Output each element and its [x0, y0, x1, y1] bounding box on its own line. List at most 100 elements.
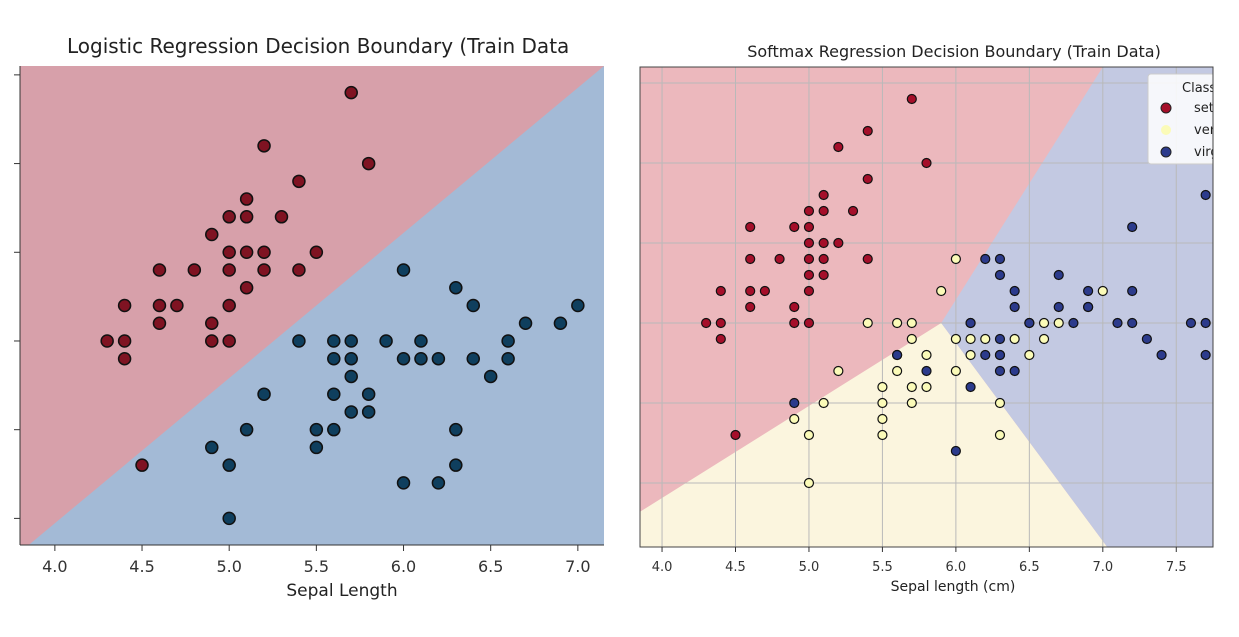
plot-frame [639, 66, 1214, 548]
data-point-virginica [1053, 301, 1064, 313]
data-point-setosa [862, 125, 873, 137]
data-point-class-0 [257, 139, 271, 153]
data-point-virginica [1009, 301, 1020, 313]
data-point-class-0 [361, 156, 376, 171]
data-point-class-1 [501, 334, 515, 348]
data-point-virginica [892, 349, 903, 361]
data-point-setosa [803, 269, 815, 281]
data-point-versicolor [1038, 317, 1050, 329]
data-point-virginica [965, 317, 976, 329]
region-virginica [941, 67, 1213, 547]
data-point-setosa [818, 269, 829, 281]
data-point-class-0 [239, 192, 254, 206]
data-point-setosa [818, 237, 829, 249]
data-point-setosa [745, 253, 756, 265]
x-tick-label: 5.5 [304, 557, 329, 576]
data-point-versicolor [921, 381, 932, 393]
data-point-class-0 [257, 263, 271, 277]
x-tick-label: 6.5 [478, 557, 503, 576]
data-point-virginica [994, 253, 1006, 265]
data-point-versicolor [965, 349, 976, 361]
data-point-class-0 [170, 298, 184, 313]
x-axis-label: Sepal Length [286, 581, 397, 601]
data-point-setosa [847, 205, 859, 217]
data-point-setosa [789, 317, 800, 329]
data-point-virginica [1200, 349, 1211, 361]
data-point-class-1 [327, 334, 341, 348]
data-point-versicolor [1053, 317, 1064, 329]
data-point-virginica [1127, 221, 1138, 233]
data-point-versicolor [1024, 349, 1035, 361]
chart-title: Softmax Regression Decision Boundary (Tr… [747, 42, 1161, 61]
data-point-class-0 [152, 298, 167, 313]
data-point-class-1 [431, 351, 446, 366]
data-point-setosa [715, 333, 726, 345]
data-point-setosa [715, 285, 726, 297]
data-point-setosa [803, 317, 815, 329]
data-point-versicolor [1038, 333, 1050, 345]
data-point-versicolor [936, 285, 947, 297]
data-point-versicolor [1097, 285, 1108, 297]
legend-label-setosa: setosa [1194, 101, 1237, 116]
data-point-virginica [994, 349, 1006, 361]
data-point-class-0 [135, 458, 149, 472]
data-point-setosa [803, 253, 815, 265]
data-point-class-1 [414, 351, 428, 366]
data-point-virginica [980, 349, 991, 361]
legend-label-versicolor: versicolor [1194, 123, 1239, 138]
data-point-virginica [1083, 301, 1094, 313]
data-point-setosa [906, 93, 917, 105]
data-point-class-0 [117, 351, 132, 366]
data-point-setosa [774, 253, 785, 265]
data-point-class-0 [344, 85, 358, 100]
x-tick-label: 4.5 [725, 560, 746, 575]
data-point-versicolor [833, 365, 844, 377]
data-point-class-1 [449, 281, 463, 295]
data-point-class-1 [344, 351, 358, 366]
data-point-setosa [862, 173, 873, 185]
data-point-virginica [1141, 333, 1152, 345]
data-point-versicolor [906, 381, 917, 393]
data-point-class-0 [292, 263, 306, 277]
data-point-versicolor [906, 333, 917, 345]
data-point-class-0 [222, 334, 236, 348]
data-point-class-1 [309, 422, 324, 437]
data-point-class-0 [222, 210, 236, 224]
data-point-class-1 [205, 440, 219, 455]
data-point-virginica [994, 333, 1006, 345]
data-point-setosa [730, 429, 741, 441]
data-point-class-0 [117, 334, 132, 348]
data-point-class-0 [152, 316, 167, 330]
data-point-virginica [994, 365, 1006, 377]
data-point-versicolor [994, 429, 1006, 441]
data-point-versicolor [906, 397, 917, 409]
data-point-class-1 [518, 316, 533, 330]
data-point-class-0 [152, 263, 167, 277]
data-point-virginica [1068, 317, 1079, 329]
data-point-virginica [921, 365, 932, 377]
legend-box [1147, 73, 1213, 165]
data-point-setosa [789, 221, 800, 233]
data-point-versicolor [980, 333, 991, 345]
data-point-class-1 [309, 440, 324, 455]
data-point-class-1 [553, 316, 568, 330]
data-point-setosa [759, 285, 770, 297]
data-point-virginica [1156, 349, 1167, 361]
data-point-class-1 [379, 334, 393, 348]
data-point-class-1 [327, 387, 341, 401]
data-point-setosa [818, 253, 829, 265]
data-point-versicolor [950, 253, 961, 265]
data-point-class-1 [344, 405, 358, 419]
data-point-setosa [803, 285, 815, 297]
data-point-class-0 [100, 334, 114, 348]
data-point-versicolor [892, 317, 903, 329]
data-point-versicolor [965, 333, 976, 345]
data-point-setosa [745, 285, 756, 297]
data-point-setosa [803, 205, 815, 217]
data-point-class-1 [344, 334, 358, 348]
legend-marker-versicolor [1161, 125, 1171, 135]
data-point-versicolor [803, 429, 815, 441]
data-point-virginica [1083, 285, 1094, 297]
x-axis-label: Sepal length (cm) [891, 579, 1016, 595]
data-point-versicolor [877, 397, 888, 409]
